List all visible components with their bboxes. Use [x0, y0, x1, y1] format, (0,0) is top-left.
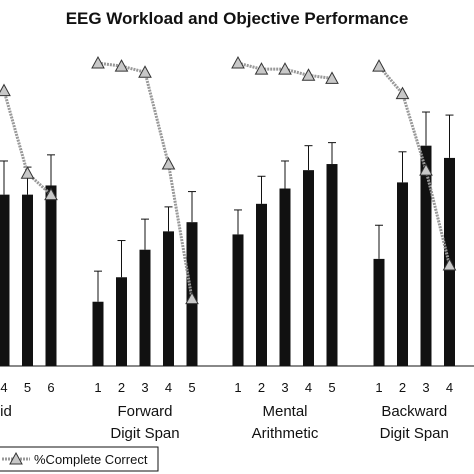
- percent-correct-marker: [161, 156, 176, 170]
- percent-correct-marker: [0, 83, 11, 97]
- legend-triangle-marker: [9, 451, 23, 465]
- bar: [420, 145, 432, 366]
- percent-correct-marker: [138, 65, 152, 78]
- x-tick-label: 1: [375, 380, 382, 395]
- group-label: Forward: [117, 403, 172, 420]
- bar: [397, 182, 408, 366]
- group-2: 1 2 3 4 5 Mental Arithmetic: [231, 56, 339, 442]
- bar: [279, 188, 291, 366]
- percent-correct-marker: [185, 291, 199, 305]
- x-tick-label: 3: [281, 380, 288, 395]
- chart-title: EEG Workload and Objective Performance: [66, 9, 409, 28]
- percent-correct-marker: [91, 56, 105, 69]
- bar: [22, 194, 33, 366]
- group-0: 4 5 6 id: [0, 83, 58, 420]
- percent-correct-marker: [325, 71, 339, 84]
- group-label: Arithmetic: [252, 425, 319, 442]
- percent-correct-line: [97, 61, 194, 299]
- plot-area: 4 5 6 id 1 2 3 4 5 Forward Digit Span 1 2 3 4 5 Mental Ar…: [0, 56, 457, 442]
- percent-correct-marker: [301, 68, 316, 81]
- percent-correct-marker: [231, 56, 245, 69]
- bar: [373, 258, 385, 366]
- percent-correct-marker: [44, 187, 58, 201]
- bar: [163, 231, 174, 366]
- bar: [303, 170, 314, 366]
- group-label: Backward: [381, 403, 447, 420]
- percent-correct-marker: [254, 62, 269, 75]
- group-label: id: [0, 403, 12, 420]
- percent-correct-marker: [419, 163, 433, 176]
- bar: [326, 164, 338, 366]
- x-tick-label: 6: [47, 380, 54, 395]
- x-tick-label: 4: [305, 380, 312, 395]
- x-tick-label: 1: [234, 380, 241, 395]
- group-label: Digit Span: [110, 425, 179, 442]
- x-tick-label: 2: [118, 380, 125, 395]
- x-tick-label: 4: [0, 380, 7, 395]
- bar: [232, 234, 244, 366]
- percent-correct-line: [237, 61, 333, 80]
- group-1: 1 2 3 4 5 Forward Digit Span: [91, 56, 199, 442]
- x-tick-label: 2: [258, 380, 265, 395]
- x-tick-label: 1: [94, 380, 101, 395]
- percent-correct-marker: [20, 166, 35, 179]
- percent-correct-marker: [442, 257, 457, 271]
- legend-entry-label: %Complete Correct: [34, 452, 148, 467]
- legend: %Complete Correct: [0, 446, 159, 472]
- group-label: Digit Span: [380, 425, 449, 442]
- x-tick-label: 4: [446, 380, 453, 395]
- group-3: 1 2 3 4 Backward Digit Span: [372, 59, 457, 442]
- bar: [92, 301, 104, 366]
- x-tick-label: 3: [141, 380, 148, 395]
- x-tick-label: 3: [422, 380, 429, 395]
- x-tick-label: 5: [188, 380, 195, 395]
- x-tick-label: 5: [24, 380, 31, 395]
- bar: [45, 185, 57, 366]
- x-tick-label: 4: [165, 380, 172, 395]
- x-tick-label: 5: [328, 380, 335, 395]
- percent-correct-marker: [395, 86, 410, 100]
- bar: [116, 277, 127, 366]
- percent-correct-line: [377, 65, 451, 266]
- group-label: Mental: [262, 403, 307, 420]
- bar: [256, 203, 267, 366]
- bar: [139, 249, 151, 366]
- x-tick-label: 2: [399, 380, 406, 395]
- percent-correct-marker: [114, 59, 129, 72]
- percent-correct-marker: [372, 59, 386, 72]
- percent-correct-marker: [278, 62, 292, 75]
- bar: [0, 194, 10, 366]
